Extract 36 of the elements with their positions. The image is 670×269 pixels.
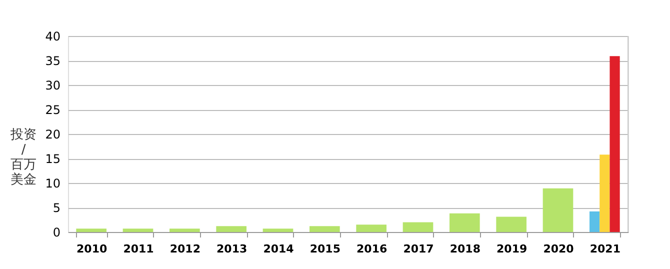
bar	[402, 222, 434, 232]
bar	[262, 228, 294, 232]
y-axis-title: 投资/百万美金	[10, 128, 36, 188]
bar	[600, 154, 610, 232]
x-tick-label: 2015	[310, 242, 340, 256]
x-tick-label: 2019	[496, 242, 528, 256]
bar	[216, 226, 246, 232]
bar	[610, 56, 620, 232]
x-tick-label: 2010	[76, 242, 108, 256]
y-tick-label: 15	[45, 152, 60, 166]
x-tick-label: 2020	[543, 242, 574, 256]
x-tick-label: 2011	[123, 242, 154, 256]
bar	[590, 211, 600, 232]
bar	[122, 228, 154, 232]
x-tick-label: 2021	[590, 242, 620, 256]
y-tick-label: 40	[45, 30, 60, 44]
y-tick-label: 20	[45, 128, 60, 142]
bar	[356, 224, 386, 232]
bar	[76, 228, 106, 232]
bar	[170, 228, 200, 232]
y-tick-label: 0	[52, 226, 60, 240]
x-tick-label: 2013	[216, 242, 248, 256]
bar	[496, 216, 526, 232]
y-tick-label: 5	[52, 201, 60, 215]
y-tick-label: 10	[45, 176, 60, 190]
x-tick-label: 2012	[170, 242, 200, 256]
x-tick-label: 2017	[403, 242, 434, 256]
y-tick-label: 30	[45, 78, 60, 92]
y-tick-label: 35	[45, 54, 60, 68]
bar	[542, 188, 574, 232]
x-tick-label: 2018	[450, 242, 480, 256]
bar	[310, 226, 340, 232]
bar	[450, 213, 480, 232]
y-tick-label: 25	[45, 103, 60, 117]
x-tick-label: 2016	[356, 242, 388, 256]
x-tick-label: 2014	[263, 242, 294, 256]
